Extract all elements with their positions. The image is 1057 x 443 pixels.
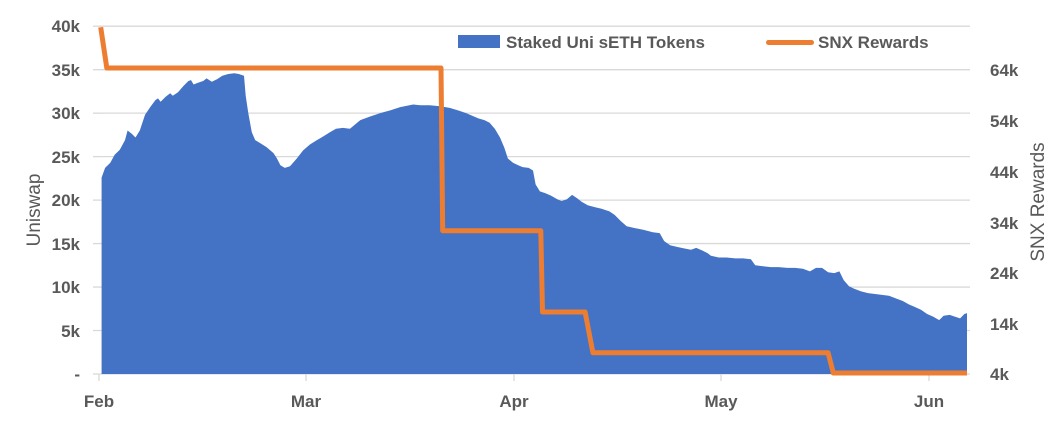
left-tick-label: 35k	[52, 61, 81, 80]
left-tick-label: 25k	[52, 148, 81, 167]
legend-label-snx: SNX Rewards	[818, 33, 929, 52]
left-tick-label: 10k	[52, 278, 81, 297]
left-tick-label: 15k	[52, 235, 81, 254]
snx-rewards-line-series	[98, 26, 967, 376]
right-tick-label: 54k	[990, 112, 1019, 131]
right-tick-label: 14k	[990, 315, 1019, 334]
right-tick-label: 34k	[990, 214, 1019, 233]
y-axis-left-title: Uniswap	[24, 174, 45, 247]
legend-swatch-staked-area	[458, 35, 500, 48]
left-tick-label: 30k	[52, 104, 81, 123]
right-tick-label: 64k	[990, 61, 1019, 80]
right-tick-label: 44k	[990, 163, 1019, 182]
legend-swatch-snx-line	[766, 40, 814, 45]
x-label-feb: Feb	[84, 392, 114, 411]
right-tick-label: 24k	[990, 264, 1019, 283]
x-label-mar: Mar	[291, 392, 322, 411]
y-axis-right-tick-labels: 64k 54k 44k 34k 24k 14k 4k	[990, 61, 1019, 384]
left-tick-label: -	[74, 365, 80, 384]
x-label-apr: Apr	[499, 392, 529, 411]
left-tick-label: 20k	[52, 191, 81, 210]
x-label-jun: Jun	[914, 392, 944, 411]
legend: Staked Uni sETH Tokens SNX Rewards	[458, 33, 929, 52]
left-tick-label: 40k	[52, 17, 81, 36]
x-label-may: May	[704, 392, 738, 411]
y-axis-left-tick-labels: 40k 35k 30k 25k 20k 15k 10k 5k -	[52, 17, 81, 384]
legend-label-staked: Staked Uni sETH Tokens	[506, 33, 705, 52]
y-axis-right-title: SNX Rewards	[1028, 142, 1049, 261]
x-axis-labels: Feb Mar Apr May Jun	[84, 392, 944, 411]
staked-seth-area-series	[101, 73, 968, 374]
x-axis-tick-marks	[98, 374, 930, 381]
left-tick-label: 5k	[61, 322, 80, 341]
right-tick-label: 4k	[990, 365, 1009, 384]
